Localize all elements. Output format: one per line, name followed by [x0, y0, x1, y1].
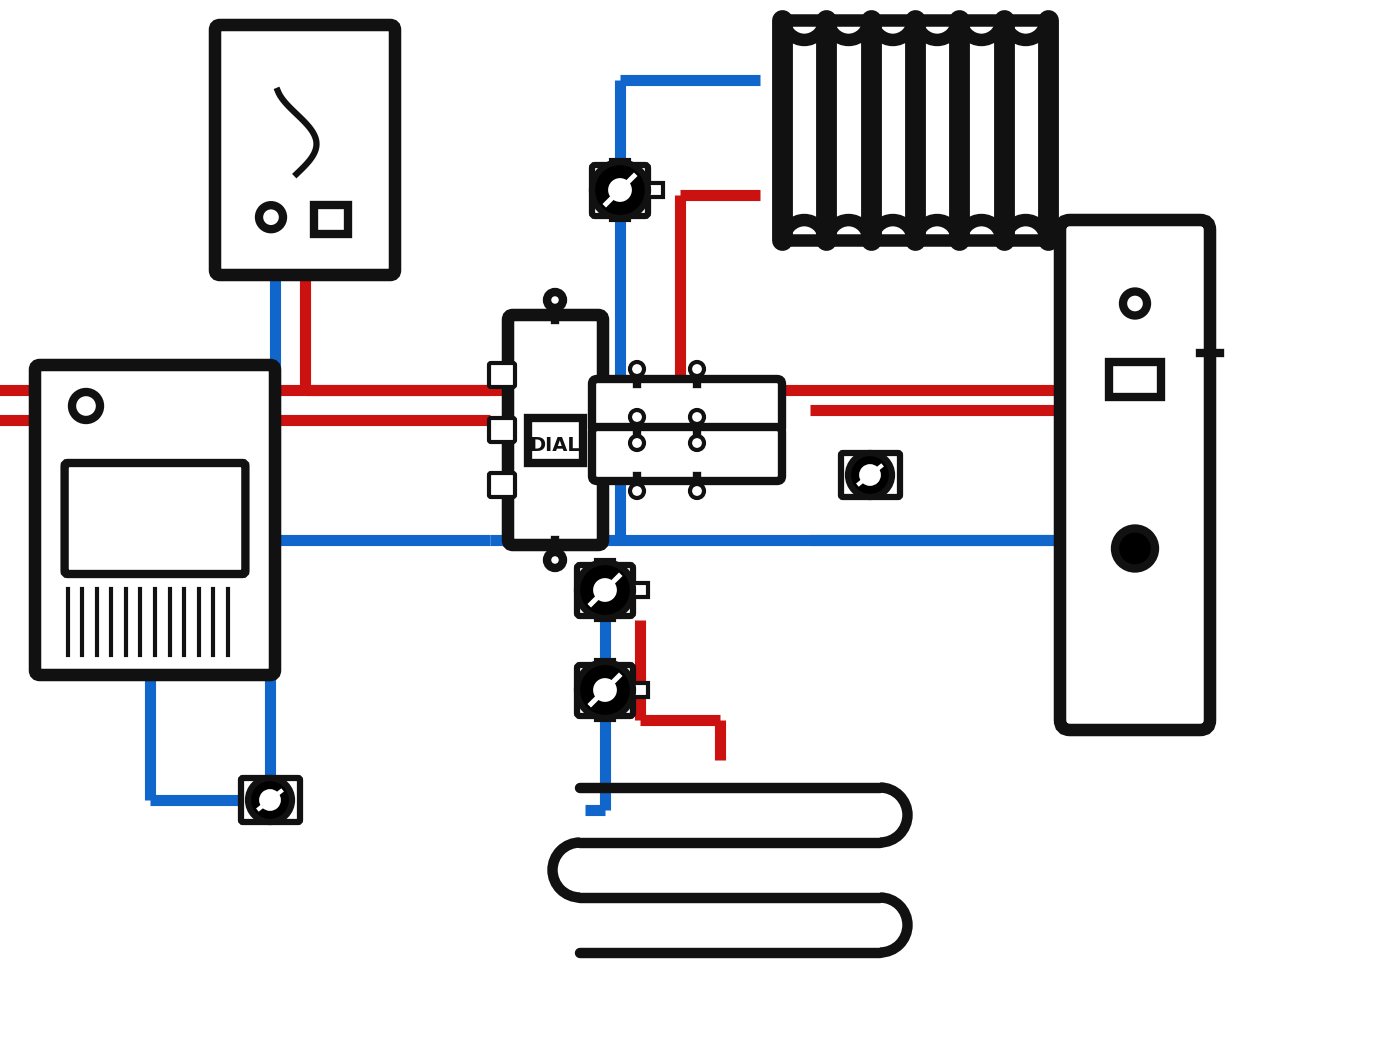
Bar [596, 712, 614, 720]
FancyBboxPatch shape [489, 363, 515, 387]
Bar [630, 683, 648, 697]
FancyBboxPatch shape [241, 777, 299, 822]
Circle shape [630, 362, 644, 376]
FancyBboxPatch shape [35, 365, 274, 675]
Bar [313, 205, 347, 234]
FancyBboxPatch shape [577, 665, 632, 716]
Circle shape [592, 162, 648, 218]
FancyBboxPatch shape [841, 452, 900, 497]
Circle shape [259, 205, 283, 229]
Bar [596, 612, 614, 620]
FancyBboxPatch shape [577, 565, 632, 616]
Bar [596, 560, 614, 568]
Circle shape [595, 680, 614, 700]
FancyBboxPatch shape [592, 165, 648, 216]
Circle shape [595, 580, 614, 600]
Bar [612, 212, 630, 220]
FancyBboxPatch shape [64, 463, 245, 574]
Circle shape [1123, 292, 1146, 316]
Circle shape [630, 484, 644, 498]
Circle shape [262, 791, 279, 809]
Circle shape [690, 362, 703, 376]
Circle shape [630, 410, 644, 424]
FancyBboxPatch shape [592, 379, 781, 433]
Circle shape [577, 562, 632, 618]
Bar [1109, 363, 1160, 397]
Circle shape [630, 436, 644, 450]
Circle shape [690, 484, 703, 498]
FancyBboxPatch shape [1060, 220, 1211, 730]
FancyBboxPatch shape [489, 473, 515, 497]
Circle shape [1114, 529, 1155, 568]
Circle shape [72, 392, 100, 420]
Bar [630, 583, 648, 597]
Circle shape [577, 661, 632, 718]
Circle shape [248, 777, 293, 822]
Circle shape [547, 552, 563, 568]
FancyBboxPatch shape [592, 427, 781, 481]
Circle shape [690, 410, 703, 424]
FancyBboxPatch shape [489, 418, 515, 442]
Circle shape [861, 466, 879, 484]
Circle shape [690, 436, 703, 450]
Bar [528, 418, 584, 463]
Bar [596, 660, 614, 668]
FancyBboxPatch shape [215, 25, 396, 275]
Circle shape [610, 180, 630, 200]
Text: DIAL: DIAL [529, 436, 581, 455]
Circle shape [848, 452, 892, 497]
Bar [612, 160, 630, 168]
Bar [645, 183, 663, 198]
Circle shape [547, 292, 563, 308]
FancyBboxPatch shape [508, 315, 603, 545]
